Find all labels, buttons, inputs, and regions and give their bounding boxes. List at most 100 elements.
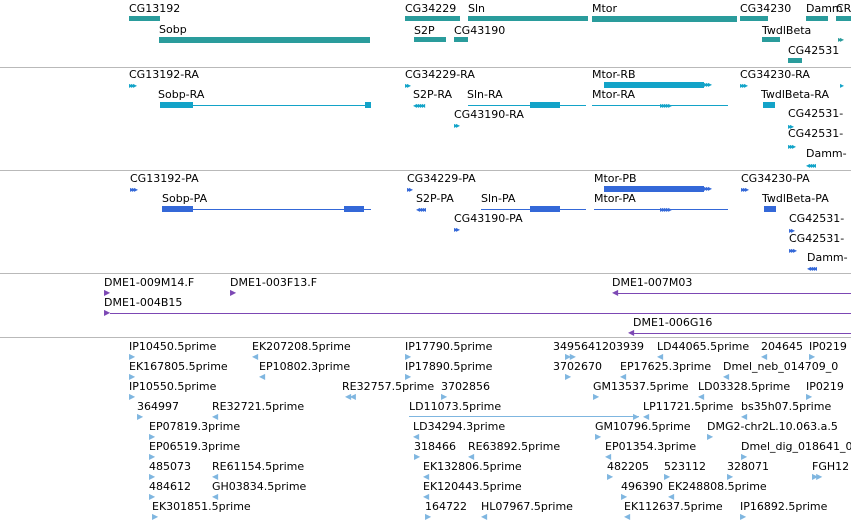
- est-feature[interactable]: ▶: [425, 512, 431, 521]
- protein-label-sln-pa[interactable]: Sln-PA: [481, 192, 516, 205]
- transcript-exon-mtor-rb[interactable]: [604, 82, 704, 88]
- protein-label-cg43190-pa[interactable]: CG43190-PA: [454, 212, 523, 225]
- transcript-exon-sobp-ra-2[interactable]: [365, 102, 371, 108]
- protein-label-sobp-pa[interactable]: Sobp-PA: [162, 192, 208, 205]
- est-feature[interactable]: ◀: [698, 392, 704, 401]
- est-feature[interactable]: ▶: [405, 352, 411, 361]
- protein-label-twdlbeta-pa[interactable]: TwdlBeta-PA: [762, 192, 829, 205]
- est-label[interactable]: RE63892.5prime: [468, 440, 561, 453]
- est-feature[interactable]: ▶: [806, 392, 812, 401]
- clone-feature-dme1-009m14[interactable]: ▶: [104, 288, 110, 297]
- est-feature[interactable]: ◀: [423, 472, 429, 481]
- protein-feature-cg34230-pa[interactable]: ▸▸▸: [741, 185, 749, 194]
- est-label[interactable]: LD34294.3prime: [413, 420, 506, 433]
- protein-label-mtor-pb[interactable]: Mtor-PB: [594, 172, 637, 185]
- protein-feature-cg13192-pa[interactable]: ▸▸▸: [130, 185, 138, 194]
- est-feature[interactable]: ▶: [727, 472, 733, 481]
- est-label[interactable]: EK132806.5prime: [423, 460, 522, 473]
- transcript-exon-twdlbeta-ra[interactable]: [763, 102, 775, 108]
- protein-feature-damm[interactable]: ◂◂◂◂: [807, 264, 817, 273]
- transcript-intron-sobp-ra[interactable]: [160, 105, 371, 106]
- est-feature[interactable]: ▶: [129, 392, 135, 401]
- est-label[interactable]: 3702856: [441, 380, 490, 393]
- protein-exon-twdlbeta-pa[interactable]: [764, 206, 776, 212]
- transcript-label-cg34230-ra[interactable]: CG34230-RA: [740, 68, 810, 81]
- est-feature[interactable]: ▶: [149, 452, 155, 461]
- gene-feature-mtor[interactable]: [592, 16, 737, 22]
- est-feature[interactable]: ▶: [149, 492, 155, 501]
- clone-label-dme1-009m14[interactable]: DME1-009M14.F: [104, 276, 195, 289]
- gene-feature-s2p[interactable]: [414, 37, 446, 42]
- est-label[interactable]: 485073: [149, 460, 191, 473]
- est-feature[interactable]: ▶: [593, 392, 599, 401]
- est-feature[interactable]: ◀ ◀: [345, 392, 356, 401]
- clone-line-dme1-007m03[interactable]: [618, 293, 851, 294]
- protein-label-cg13192-pa[interactable]: CG13192-PA: [130, 172, 199, 185]
- protein-exon-mtor-pb[interactable]: [604, 186, 704, 192]
- est-feature[interactable]: ▶: [129, 372, 135, 381]
- est-feature[interactable]: ▶: [664, 472, 670, 481]
- est-label[interactable]: HL07967.5prime: [481, 500, 573, 513]
- est-label[interactable]: bs35h07.5prime: [741, 400, 832, 413]
- gene-label-cg42531[interactable]: CG42531: [788, 44, 840, 57]
- est-label[interactable]: LD44065.5prime: [657, 340, 750, 353]
- est-feature[interactable]: ◀: [212, 412, 218, 421]
- est-label[interactable]: 328071: [727, 460, 769, 473]
- gene-label-sln[interactable]: Sln: [468, 2, 486, 15]
- est-feature[interactable]: ◀: [668, 492, 674, 501]
- est-line[interactable]: [409, 416, 639, 417]
- clone-line-dme1-004b15[interactable]: [110, 313, 851, 314]
- transcript-feature-cg42531-2[interactable]: ▸▸▸: [788, 142, 796, 151]
- est-label[interactable]: EP01354.3prime: [605, 440, 697, 453]
- protein-label-cg42531-1[interactable]: CG42531-: [789, 212, 845, 225]
- est-label[interactable]: 164722: [425, 500, 467, 513]
- est-label[interactable]: IP17790.5prime: [405, 340, 493, 353]
- est-label[interactable]: IP10550.5prime: [129, 380, 217, 393]
- gene-feature-sobp[interactable]: [159, 37, 370, 43]
- est-label[interactable]: 318466: [414, 440, 456, 453]
- est-feature[interactable]: ▶: [741, 452, 747, 461]
- gene-feature-cr[interactable]: [836, 16, 851, 21]
- protein-exon-sobp-pa-2[interactable]: [344, 206, 364, 212]
- est-label[interactable]: EK167805.5prime: [129, 360, 228, 373]
- protein-label-s2p-pa[interactable]: S2P-PA: [416, 192, 454, 205]
- protein-exon-sobp-pa[interactable]: [162, 206, 193, 212]
- est-feature[interactable]: ▶: [621, 492, 627, 501]
- est-label[interactable]: EK120443.5prime: [423, 480, 522, 493]
- est-label[interactable]: Dmel_neb_014709_0: [723, 360, 839, 373]
- est-feature[interactable]: ▶: [149, 472, 155, 481]
- gene-label-s2p[interactable]: S2P: [414, 24, 435, 37]
- est-label[interactable]: GH03834.5prime: [212, 480, 307, 493]
- est-feature[interactable]: ▶: [129, 352, 135, 361]
- est-feature[interactable]: ◀: [761, 352, 767, 361]
- est-feature[interactable]: ▶▶: [812, 472, 822, 481]
- est-label[interactable]: 523112: [664, 460, 706, 473]
- transcript-feature-mtor-rb[interactable]: ▸▸▸: [704, 80, 712, 89]
- est-label[interactable]: EK248808.5prime: [668, 480, 767, 493]
- est-feature[interactable]: ▶: [441, 392, 447, 401]
- gene-feature-twdlbeta[interactable]: [762, 37, 780, 42]
- est-feature[interactable]: ◀: [468, 452, 474, 461]
- clone-line-dme1-006g16[interactable]: [634, 333, 851, 334]
- est-label[interactable]: GM10796.5prime: [595, 420, 691, 433]
- protein-feature-cg34229-pa[interactable]: ▸▸: [407, 185, 413, 194]
- est-label[interactable]: RE32721.5prime: [212, 400, 305, 413]
- transcript-exon-sobp-ra[interactable]: [160, 102, 193, 108]
- transcript-feature-s2p-ra[interactable]: ◂◂◂◂◂: [413, 101, 425, 110]
- est-feature[interactable]: ◀: [620, 372, 626, 381]
- protein-intron-sobp-pa[interactable]: [162, 209, 371, 210]
- est-label[interactable]: 364997: [137, 400, 179, 413]
- gene-label-cg34229[interactable]: CG34229: [405, 2, 457, 15]
- clone-label-dme1-004b15[interactable]: DME1-004B15: [104, 296, 183, 309]
- est-feature[interactable]: ◀: [252, 352, 258, 361]
- est-label[interactable]: EP07819.3prime: [149, 420, 241, 433]
- transcript-feature-cg42531-1[interactable]: ▸▸: [788, 122, 794, 131]
- est-label[interactable]: LP11721.5prime: [643, 400, 734, 413]
- transcript-label-twdlbeta-ra[interactable]: TwdlBeta-RA: [761, 88, 829, 101]
- est-feature[interactable]: ◀: [657, 352, 663, 361]
- transcript-feature-cg43190-ra[interactable]: ▸▸: [454, 121, 460, 130]
- est-feature[interactable]: ▶: [149, 432, 155, 441]
- clone-label-dme1-007m03[interactable]: DME1-007M03: [612, 276, 693, 289]
- protein-label-mtor-pa[interactable]: Mtor-PA: [594, 192, 636, 205]
- clone-label-dme1-006g16[interactable]: DME1-006G16: [633, 316, 713, 329]
